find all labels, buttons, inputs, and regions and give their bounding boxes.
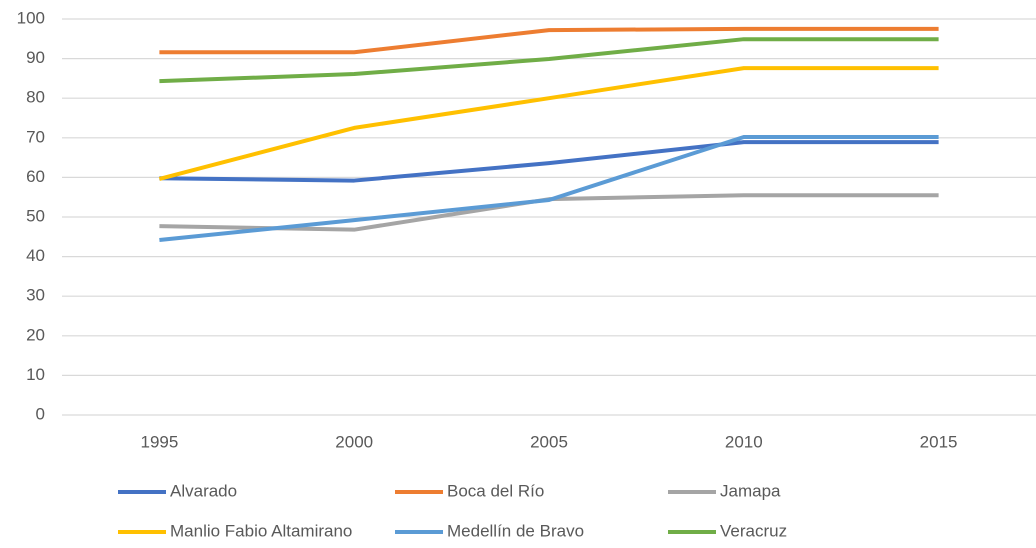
- legend-label: Veracruz: [720, 521, 787, 540]
- legend-label: Alvarado: [170, 481, 237, 500]
- legend-label: Boca del Río: [447, 481, 544, 500]
- legend-label: Medellín de Bravo: [447, 521, 584, 540]
- x-tick-label: 2010: [725, 432, 763, 451]
- x-tick-label: 2015: [920, 432, 958, 451]
- x-tick-label: 1995: [140, 432, 178, 451]
- y-tick-label: 10: [26, 365, 45, 384]
- y-tick-label: 100: [17, 8, 45, 27]
- x-tick-label: 2000: [335, 432, 373, 451]
- series-line: [159, 140, 939, 183]
- y-tick-label: 40: [26, 246, 45, 265]
- series-line: [158, 66, 939, 181]
- series-line: [159, 37, 939, 84]
- legend-label: Jamapa: [720, 481, 781, 500]
- y-tick-label: 60: [26, 167, 45, 186]
- x-tick-label: 2005: [530, 432, 568, 451]
- legend-label: Manlio Fabio Altamirano: [170, 521, 352, 540]
- y-tick-label: 30: [26, 286, 45, 305]
- y-tick-label: 0: [36, 404, 45, 423]
- y-tick-label: 20: [26, 325, 45, 344]
- series-line: [159, 135, 939, 242]
- y-tick-label: 50: [26, 206, 45, 225]
- y-tick-label: 80: [26, 88, 45, 107]
- y-tick-label: 90: [26, 48, 45, 67]
- series-line: [159, 26, 939, 55]
- y-tick-label: 70: [26, 127, 45, 146]
